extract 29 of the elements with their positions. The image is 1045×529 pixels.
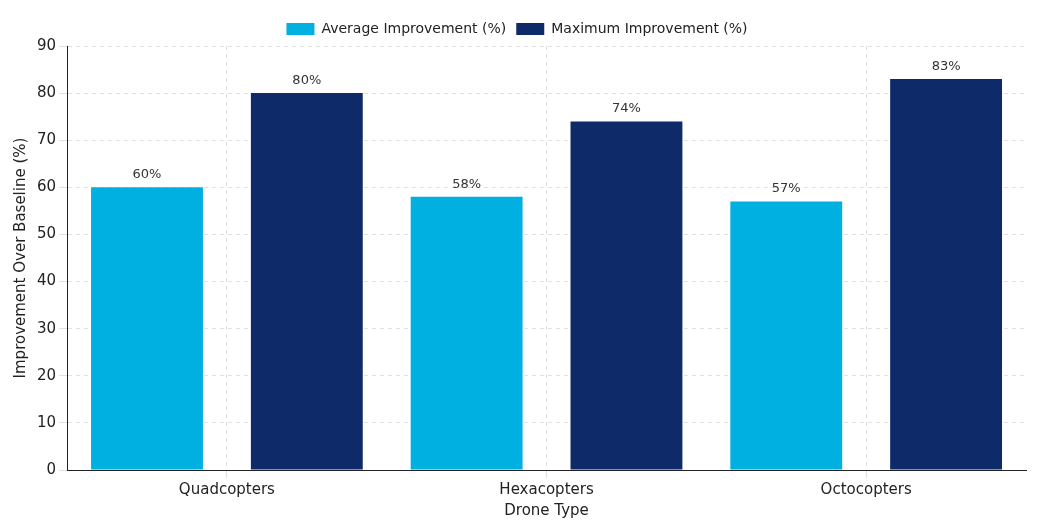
data-label: 58% [452, 175, 482, 191]
y-tick-label: 60 [36, 177, 57, 196]
y-tick-label: 90 [36, 35, 57, 54]
bar [890, 78, 1003, 470]
y-tick-label: 20 [36, 365, 57, 384]
y-axis-title: Improvement Over Baseline (%) [10, 137, 29, 379]
x-tick-label: Octocopters [820, 479, 912, 498]
y-tick-label: 30 [36, 318, 57, 337]
data-label: 83% [931, 57, 961, 73]
y-tick-label: 0 [46, 459, 57, 478]
y-tick-label: 10 [36, 412, 57, 431]
bar [410, 196, 523, 470]
legend-label: Maximum Improvement (%) [551, 19, 748, 36]
x-tick-label: Quadcopters [178, 479, 276, 498]
bar [570, 121, 683, 470]
x-axis-title: Drone Type [504, 500, 589, 519]
data-label: 74% [612, 100, 641, 116]
legend-label: Average Improvement (%) [321, 19, 507, 36]
bar [730, 201, 843, 470]
data-label: 60% [132, 166, 162, 182]
y-tick-label: 50 [36, 224, 57, 243]
x-tick-label: Hexacopters [499, 479, 594, 498]
data-label: 80% [292, 71, 322, 87]
bar [91, 187, 203, 470]
y-tick-label: 80 [36, 83, 57, 101]
y-tick-label: 70 [36, 130, 57, 149]
data-label: 57% [771, 180, 801, 196]
y-tick-label: 40 [36, 271, 57, 290]
bar [250, 93, 363, 470]
